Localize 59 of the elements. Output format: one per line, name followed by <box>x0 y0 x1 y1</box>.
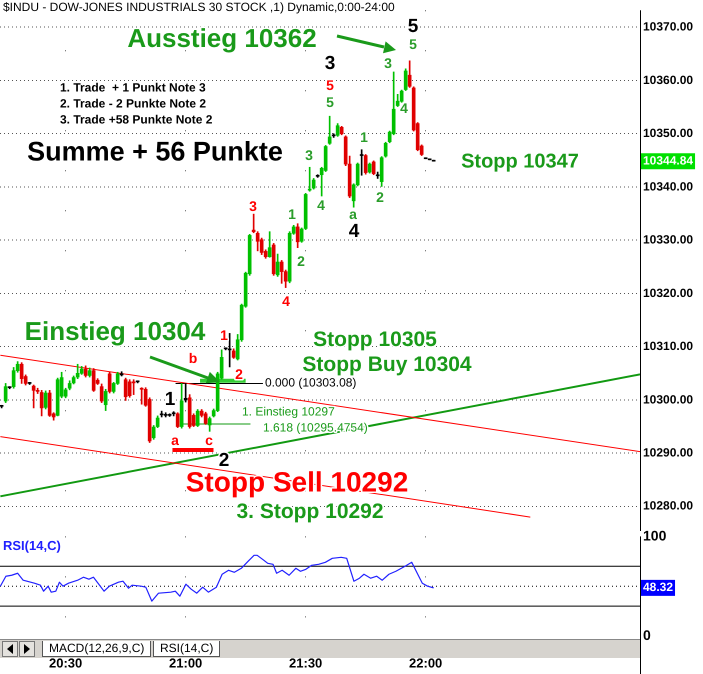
y-tick-label: 10300.00 <box>643 392 694 406</box>
annotation: 1 <box>220 326 228 343</box>
y-tick-label: 10330.00 <box>643 232 694 247</box>
y-tick-label: 10280.00 <box>643 498 694 513</box>
annotation: Ausstieg 10362 <box>127 23 317 54</box>
y-tick-label: 10320.00 <box>643 286 694 300</box>
y-tick-label: 10370.00 <box>643 20 694 34</box>
annotation: 2 <box>235 366 244 382</box>
y-tick-label: 10350.00 <box>643 126 694 140</box>
annotation: 1.618 (10295.4754) <box>263 420 368 434</box>
x-tick-label: 21:30 <box>289 655 322 670</box>
annotation: 3 <box>249 198 258 214</box>
annotation: 2. Trade - 2 Punkte Note 2 <box>60 96 206 110</box>
y-tick-label: 10310.00 <box>643 339 694 354</box>
annotation: 4 <box>282 292 290 309</box>
y-tick-label: 10290.00 <box>643 445 694 460</box>
annotation: 0.000 (10303.08) <box>265 375 356 390</box>
annotation: Summe + 56 Punkte <box>27 136 283 166</box>
annotation: 1 <box>360 128 368 145</box>
annotation: 2 <box>218 450 230 472</box>
annotation: 5 <box>326 76 334 93</box>
annotation: 5 <box>409 36 418 52</box>
y-tick-label: 10340.00 <box>643 179 694 194</box>
annotation: a <box>349 206 358 222</box>
annotation: 3 <box>305 146 314 163</box>
annotation: 1. Einstieg 10297 <box>242 404 336 418</box>
annotation: 2 <box>297 252 306 269</box>
y-tick-label: 100 <box>643 527 667 544</box>
annotation: c <box>205 432 214 448</box>
annotation: Stopp Buy 10304 <box>302 352 472 376</box>
annotation: 1 <box>164 389 176 410</box>
annotation: 5 <box>326 94 334 110</box>
annotation: 1 <box>288 206 296 222</box>
text: MACD(12,26,9,C) <box>42 641 152 657</box>
annotation: 4 <box>400 100 408 116</box>
annotation: Stopp 10347 <box>461 150 579 173</box>
annotation: 1. Trade + 1 Punkt Note 3 <box>60 80 206 94</box>
x-tick-label: 20:30 <box>49 655 82 670</box>
text: 10344.84 <box>643 154 694 168</box>
annotation: b <box>188 350 198 366</box>
text: 48.32 <box>643 580 674 594</box>
annotation: 4 <box>348 221 360 242</box>
chart-title: $INDU - DOW-JONES INDUSTRIALS 30 STOCK ,1) Dynamic,0:00-24:00 <box>0 0 398 14</box>
annotation: 2 <box>376 188 384 205</box>
annotation: 3 <box>324 53 336 74</box>
x-tick-label: 22:00 <box>409 655 442 670</box>
annotation: a <box>171 432 180 448</box>
annotation: Stopp 10305 <box>313 328 438 351</box>
chart-title: RSI(14,C) <box>2 538 62 553</box>
y-tick-label: 0 <box>643 626 651 643</box>
annotation: 5 <box>408 16 419 38</box>
annotation: 4 <box>317 196 326 213</box>
annotation: 3. Stopp 10292 <box>236 500 384 523</box>
annotation: Einstieg 10304 <box>24 316 206 346</box>
y-tick-label: 10360.00 <box>643 72 694 87</box>
annotation: 3. Trade +58 Punkte Note 2 <box>60 112 213 126</box>
annotation: 3 <box>384 54 392 71</box>
x-tick-label: 21:00 <box>169 655 202 670</box>
text: RSI(14,C) <box>153 641 220 657</box>
